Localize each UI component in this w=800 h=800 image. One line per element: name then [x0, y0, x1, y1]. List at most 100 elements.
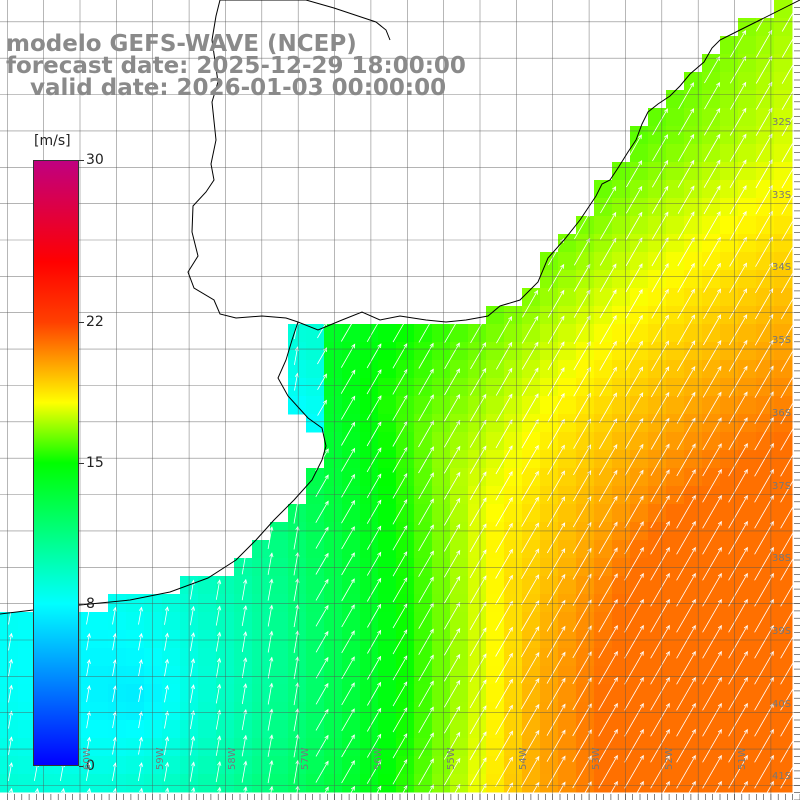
field-cell: [702, 576, 721, 595]
wind-arrow: [418, 394, 434, 422]
field-cell: [324, 720, 343, 739]
field-cell: [396, 360, 415, 379]
field-cell: [144, 612, 163, 631]
wind-arrow: [315, 604, 329, 627]
wind-arrow: [86, 710, 91, 729]
wind-arrow: [624, 598, 644, 633]
wind-arrow: [703, 262, 721, 293]
field-cell: [396, 522, 415, 541]
field-cell: [702, 720, 721, 739]
field-cell: [18, 756, 37, 775]
wind-arrow: [651, 159, 669, 188]
field-cell: [468, 576, 487, 595]
field-cell: [486, 540, 505, 559]
field-cell: [594, 648, 613, 667]
field-cell: [720, 54, 739, 73]
field-cell: [450, 540, 469, 559]
field-cell: [198, 702, 217, 721]
wind-arrow: [241, 760, 248, 783]
field-cell: [522, 756, 541, 775]
field-cell: [306, 702, 325, 721]
field-cell: [558, 450, 577, 469]
field-cell: [594, 702, 613, 721]
wind-arrow: [267, 759, 274, 784]
field-cell: [504, 612, 523, 631]
wind-arrow: [164, 736, 169, 755]
wind-arrow: [598, 443, 618, 476]
field-cell: [90, 630, 109, 649]
field-cell: [522, 720, 541, 739]
wind-arrow: [495, 522, 513, 553]
field-cell: [612, 720, 631, 739]
field-cell: [504, 378, 523, 397]
field-cell: [36, 666, 55, 685]
wind-arrow: [520, 626, 540, 658]
wind-arrow: [573, 444, 592, 476]
field-cell: [450, 630, 469, 649]
wind-arrow: [755, 210, 773, 241]
field-cell: [774, 702, 793, 721]
field-cell: [756, 576, 775, 595]
field-cell: [522, 432, 541, 451]
field-cell: [468, 450, 487, 469]
field-cell: [756, 738, 775, 757]
field-cell: [756, 144, 775, 163]
wind-arrow: [728, 365, 748, 398]
wind-arrow: [652, 134, 669, 162]
field-cell: [162, 702, 181, 721]
wind-arrow: [191, 786, 196, 800]
field-cell: [648, 504, 667, 523]
wind-arrow: [520, 729, 540, 762]
field-cell: [378, 450, 397, 469]
field-cell: [558, 342, 577, 361]
wind-arrow: [624, 469, 644, 502]
field-cell: [702, 414, 721, 433]
wind-arrow: [190, 684, 195, 703]
title-forecast-date: forecast date: 2025-12-29 18:00:00: [6, 53, 466, 79]
field-cell: [54, 666, 73, 685]
field-cell: [522, 594, 541, 613]
field-cell: [270, 576, 289, 595]
field-cell: [594, 396, 613, 415]
wind-arrow: [86, 684, 91, 703]
wind-arrow: [521, 367, 539, 397]
field-cell: [756, 702, 775, 721]
wind-arrow: [495, 574, 513, 605]
wind-arrow: [546, 703, 566, 736]
field-cell: [324, 684, 343, 703]
wind-arrow: [215, 760, 222, 783]
field-cell: [594, 324, 613, 343]
field-cell: [702, 486, 721, 505]
field-cell: [414, 576, 433, 595]
field-cell: [612, 648, 631, 667]
wind-arrow: [547, 418, 565, 449]
field-cell: [378, 432, 397, 451]
field-cell: [126, 666, 145, 685]
wind-arrow: [190, 632, 196, 652]
field-cell: [540, 756, 559, 775]
field-cell: [252, 594, 271, 613]
field-cell: [774, 522, 793, 541]
wind-arrow: [676, 572, 696, 607]
wind-arrow: [780, 468, 800, 503]
coastline-buenos-aires: [0, 321, 327, 615]
field-cell: [396, 720, 415, 739]
field-cell: [684, 504, 703, 523]
field-cell: [720, 144, 739, 163]
field-cell: [720, 396, 739, 415]
wind-arrow: [241, 734, 248, 757]
wind-arrow: [367, 603, 382, 628]
wind-arrow: [418, 524, 434, 552]
wind-arrow: [418, 368, 434, 395]
field-cell: [630, 630, 649, 649]
field-cell: [684, 180, 703, 199]
wind-arrow: [443, 679, 461, 708]
field-cell: [306, 576, 325, 595]
wind-arrow: [241, 631, 248, 653]
field-cell: [702, 54, 721, 73]
field-cell: [432, 522, 451, 541]
field-cell: [720, 486, 739, 505]
wind-arrow: [521, 393, 539, 423]
field-cell: [36, 774, 55, 793]
wind-arrow: [788, 780, 800, 800]
